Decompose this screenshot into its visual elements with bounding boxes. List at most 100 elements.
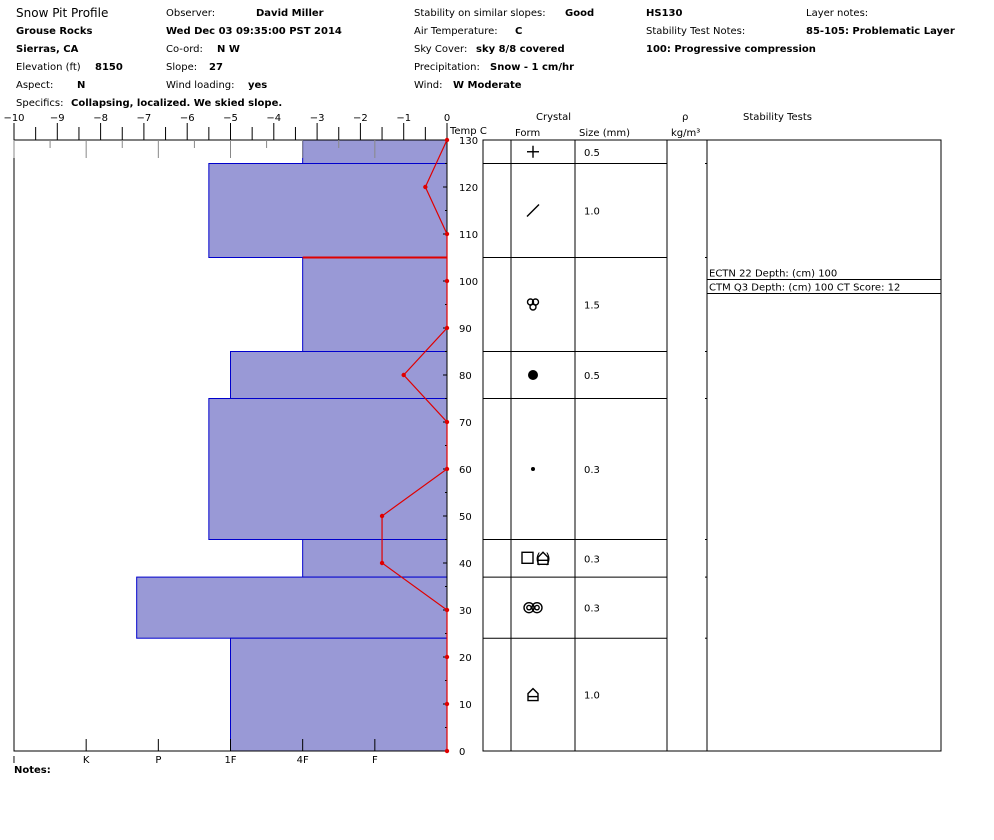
layer-size-3: 0.5 (584, 371, 600, 382)
hardness-bar-5 (302, 539, 448, 578)
temperature-point-13 (444, 748, 450, 754)
depth-label-2: 20 (459, 653, 472, 664)
hardness-label-0: I (13, 755, 16, 766)
layer-size-6: 0.3 (584, 604, 600, 615)
rho-header: ρ (682, 112, 689, 123)
depth-label-13: 130 (459, 136, 478, 147)
aspect-label: Aspect: (16, 80, 54, 91)
slope-value: 27 (209, 62, 223, 73)
layer-table: 0.5 1.0 1.5 0.5 0.3 ( ) 0.3 0.3 1.0 ECTN 22 Depth… (482, 139, 942, 752)
page-title: Snow Pit Profile (16, 6, 109, 20)
hardness-label-2: P (155, 755, 161, 766)
depth-hoar-icon (527, 687, 539, 702)
axis-labels: −10 −9 −8 −7 −6 −5 −4 −3 −2 −1 0I K P 1F 4F F0102030405… (3, 113, 478, 766)
stability-label: Stability on similar slopes: (414, 8, 546, 19)
precipitation-value: Snow - 1 cm/hr (490, 62, 575, 73)
temperature-point-11 (444, 654, 450, 660)
elevation-value: 8150 (95, 62, 123, 73)
wind-label: Wind: (414, 80, 443, 91)
temperature-profile (302, 137, 450, 754)
hardness-label-1: K (83, 755, 90, 766)
temp-tick-label-4: −6 (180, 113, 195, 124)
temperature-point-0 (444, 137, 450, 143)
temp-tick-label-8: −2 (353, 113, 368, 124)
icon-stroke (521, 551, 534, 564)
density-unit-header: kg/m³ (671, 128, 701, 139)
temperature-point-7 (444, 466, 450, 472)
table-frame (482, 139, 942, 752)
coord-value: N W (217, 44, 240, 55)
specifics-value: Collapsing, localized. We skied slope. (71, 98, 283, 109)
temperature-line (381, 139, 448, 751)
layer-note: 85-105: Problematic Layer (806, 26, 955, 37)
temp-tick-label-5: −5 (223, 113, 238, 124)
temperature-point-1 (423, 184, 428, 190)
notes-label: Notes: (14, 765, 51, 776)
wind-value: W Moderate (453, 80, 522, 91)
air-temp-label: Air Temperature: (414, 26, 498, 37)
temperature-point-8 (379, 513, 385, 519)
snow-height: HS130 (646, 8, 683, 19)
icon-stroke (537, 551, 549, 565)
temperature-point-2 (444, 231, 450, 237)
precipitation-label: Precipitation: (414, 62, 480, 73)
stability-test-1: CTM Q3 Depth: (cm) 100 CT Score: 12 (709, 283, 900, 294)
layer-size-5: 0.3 (584, 554, 600, 565)
temperature-point-3 (444, 278, 450, 284)
hardness-bar-6 (136, 576, 448, 639)
aspect-value: N (77, 80, 86, 91)
layer-size-2: 1.5 (584, 301, 600, 312)
rounded-clustered-icon (526, 298, 540, 311)
wind-loading-label: Wind loading: (166, 80, 235, 91)
hardness-bar-7 (230, 637, 448, 752)
stability-notes-label: Stability Test Notes: (646, 26, 746, 37)
melt-forms-icon (523, 601, 543, 614)
hardness-label-5: F (372, 755, 378, 766)
depth-label-3: 30 (459, 606, 472, 617)
layer-size-7: 1.0 (584, 691, 600, 702)
crystal-header: Crystal (536, 112, 572, 123)
temperature-point-12 (444, 701, 450, 707)
hardness-bar-2 (302, 257, 448, 352)
stability-value: Good (565, 8, 595, 19)
icon-stroke (531, 601, 543, 614)
icon-stroke (526, 204, 540, 217)
rounded-small-icon (531, 467, 535, 471)
temperature-point-4 (444, 325, 450, 331)
stability-tests-header: Stability Tests (743, 112, 812, 123)
observation-date: Wed Dec 03 09:35:00 PST 2014 (166, 26, 342, 37)
temperature-point-9 (379, 560, 385, 566)
sky-cover-label: Sky Cover: (414, 44, 468, 55)
depth-label-12: 120 (459, 183, 478, 194)
depth-label-9: 90 (459, 324, 472, 335)
coord-label: Co-ord: (166, 44, 203, 55)
depth-label-8: 80 (459, 371, 472, 382)
layer-notes-label: Layer notes: (806, 8, 869, 19)
depth-label-7: 70 (459, 418, 472, 429)
observer-label: Observer: (166, 8, 216, 19)
depth-label-6: 60 (459, 465, 472, 476)
hardness-bars (136, 139, 448, 752)
icon-dot (531, 467, 535, 471)
temp-tick-label-6: −4 (266, 113, 281, 124)
temp-axis-label: Temp C (450, 126, 487, 137)
temp-tick-label-0: −10 (3, 113, 24, 124)
temp-tick-label-1: −9 (50, 113, 65, 124)
new-snow-icon (527, 145, 539, 158)
region-name: Sierras, CA (16, 44, 79, 55)
depth-label-4: 40 (459, 559, 472, 570)
stability-note: 100: Progressive compression (646, 44, 816, 55)
sky-cover-value: sky 8/8 covered (476, 44, 565, 55)
icon-dot (528, 370, 538, 380)
icon-stroke (527, 687, 539, 702)
location-name: Grouse Rocks (16, 26, 93, 37)
temp-tick-label-2: −8 (93, 113, 108, 124)
size-header: Size (mm) (579, 128, 630, 139)
faceted-depth-hoar-icon: ( ) (521, 551, 551, 567)
temperature-point-10 (444, 607, 450, 613)
icon-stroke (534, 604, 540, 611)
icon-stroke (523, 601, 535, 614)
air-temp-value: C (515, 26, 523, 37)
slope-label: Slope: (166, 62, 198, 73)
